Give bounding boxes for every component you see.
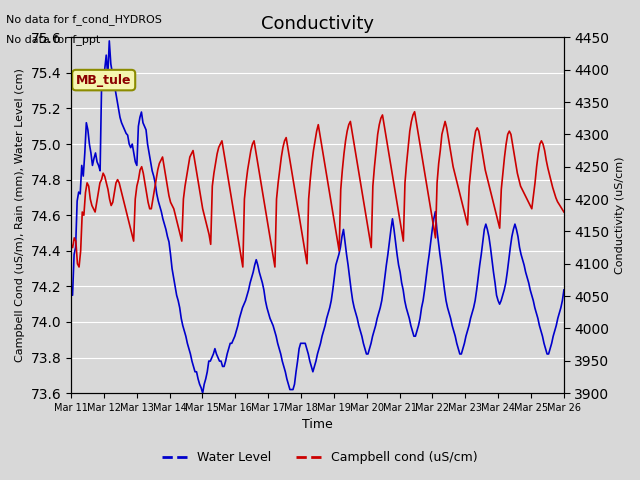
Y-axis label: Campbell Cond (uS/m), Rain (mm), Water Level (cm): Campbell Cond (uS/m), Rain (mm), Water L…: [15, 68, 25, 362]
X-axis label: Time: Time: [302, 419, 333, 432]
Text: MB_tule: MB_tule: [76, 73, 131, 86]
Y-axis label: Conductivity (uS/cm): Conductivity (uS/cm): [615, 156, 625, 274]
Text: No data for f_ppt: No data for f_ppt: [6, 34, 100, 45]
Text: No data for f_cond_HYDROS: No data for f_cond_HYDROS: [6, 14, 163, 25]
Title: Conductivity: Conductivity: [261, 15, 374, 33]
Legend: Water Level, Campbell cond (uS/cm): Water Level, Campbell cond (uS/cm): [157, 446, 483, 469]
